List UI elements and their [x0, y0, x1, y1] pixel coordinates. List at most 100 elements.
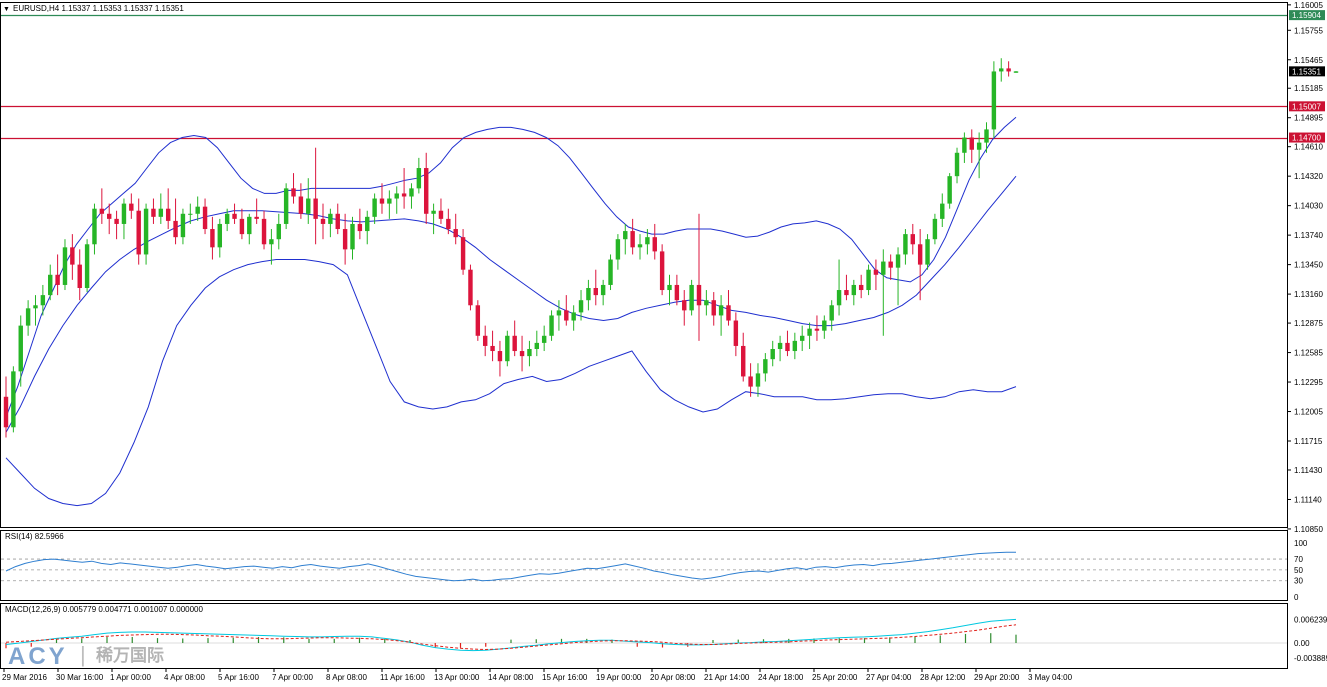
candle-body [48, 274, 53, 296]
candle-body [578, 300, 584, 313]
level-price-tag: 1.15904 [1292, 11, 1321, 20]
candle-body [62, 247, 68, 285]
time-tick-label: 13 Apr 00:00 [434, 673, 480, 682]
price-tick-label: 1.12875 [1294, 319, 1323, 328]
candle-body [645, 237, 650, 245]
candle-body [446, 218, 451, 230]
candle-body [851, 284, 857, 296]
candle-body [224, 213, 230, 224]
candle-body [497, 351, 503, 362]
candle-body [534, 342, 540, 349]
bollinger-lower-line [5, 259, 1017, 507]
rsi-header: RSI(14) 82.5966 [5, 532, 64, 541]
candle-body [505, 335, 510, 362]
candle-body [637, 244, 643, 248]
candle-body [25, 308, 31, 326]
price-tick-label: 1.16005 [1294, 1, 1323, 10]
candle-body [291, 188, 296, 197]
rsi-tick-label: 30 [1294, 577, 1303, 586]
candle-body [401, 193, 407, 197]
candle-body [940, 203, 945, 219]
candle-body [969, 137, 974, 150]
candle-body [696, 284, 702, 306]
candle-body [357, 223, 363, 232]
candle-body [615, 239, 621, 260]
candle-body [991, 71, 997, 130]
level-price-tag: 1.15007 [1292, 102, 1321, 111]
candle-body [11, 371, 16, 428]
candle-body [335, 213, 340, 230]
candle-body [799, 335, 805, 341]
candle-body [962, 137, 967, 153]
candle-body [468, 269, 473, 306]
candle-body [829, 305, 834, 321]
candle-body [527, 348, 532, 357]
price-tick-label: 1.13740 [1294, 231, 1323, 240]
candle-body [932, 218, 938, 240]
candle-body [107, 213, 112, 219]
candle-body [858, 284, 864, 291]
price-tick-label: 1.11140 [1294, 495, 1322, 504]
watermark-brand: ACY [8, 643, 68, 670]
candle-body [387, 198, 392, 204]
rsi-panel-frame [0, 530, 1288, 601]
candle-body [556, 310, 562, 316]
candle-body [910, 234, 915, 245]
candle-body [99, 208, 105, 214]
candle-body [593, 287, 598, 296]
macd-tick-label: 0.00 [1294, 639, 1310, 648]
candle-body [608, 259, 613, 285]
candle-body [630, 231, 635, 248]
candle-body [438, 210, 444, 219]
candle-body [917, 244, 923, 265]
candle-body [571, 312, 576, 321]
symbol-header: EURUSD,H4 1.15337 1.15353 1.15337 1.1535… [13, 4, 184, 13]
candle-body [121, 203, 127, 224]
time-tick-label: 11 Apr 16:00 [380, 673, 425, 682]
rsi-tick-label: 50 [1294, 566, 1303, 575]
candle-body [40, 295, 46, 306]
candle-body [807, 328, 812, 336]
candle-body [475, 305, 481, 336]
candle-body [372, 198, 377, 217]
rsi-tick-label: 100 [1294, 539, 1308, 548]
candle-body [482, 335, 488, 346]
time-tick-label: 29 Mar 2016 [2, 673, 47, 682]
time-tick-label: 29 Apr 20:00 [974, 673, 1020, 682]
macd-header: MACD(12,26,9) 0.005779 0.004771 0.001007… [5, 605, 203, 614]
rsi-indicator [1, 551, 1287, 582]
level-price-tag-bg [1289, 132, 1325, 143]
candle-body [490, 345, 495, 352]
candle-body [269, 239, 274, 245]
time-tick-label: 27 Apr 04:00 [866, 673, 912, 682]
time-tick-label: 7 Apr 00:00 [272, 673, 313, 682]
candle-body [33, 305, 38, 309]
time-tick-label: 1 Apr 00:00 [110, 673, 151, 682]
candle-body [261, 218, 267, 245]
candle-body [306, 198, 311, 214]
candle-body [564, 310, 569, 321]
price-tick-label: 1.10850 [1294, 525, 1323, 534]
candle-body [903, 234, 908, 255]
collapse-triangle-icon[interactable]: ▼ [3, 6, 10, 13]
price-tick-label: 1.11430 [1294, 466, 1323, 475]
watermark-divider: | [80, 642, 86, 667]
candle-body [704, 300, 709, 306]
candle-body [763, 359, 768, 374]
candle-body [217, 223, 223, 248]
candle-body [519, 351, 525, 357]
candle-body [984, 129, 989, 143]
candlesticks [3, 58, 1019, 438]
candle-body [173, 220, 178, 238]
candle-body [114, 218, 119, 224]
current-price-tag-bg [1289, 66, 1325, 77]
price-tick-label: 1.15185 [1294, 84, 1323, 93]
price-tick-label: 1.12295 [1294, 378, 1323, 387]
candle-body [195, 206, 200, 214]
acy-watermark-logo: ACY | 稀万国际 [8, 642, 164, 670]
candle-body [1006, 68, 1011, 72]
watermark-chinese: 稀万国际 [96, 645, 164, 665]
price-tick-label: 1.15465 [1294, 56, 1323, 65]
